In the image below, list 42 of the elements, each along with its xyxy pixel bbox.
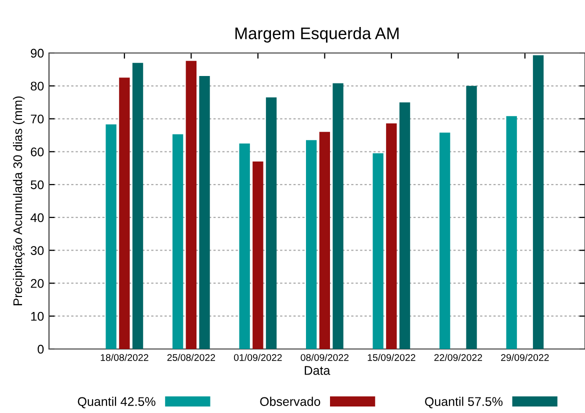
y-tick-label: 80: [30, 82, 44, 91]
x-tick-label: 08/09/2022: [300, 354, 349, 361]
bar: [372, 153, 384, 349]
y-tick-label: 20: [30, 279, 44, 288]
y-tick-label: 90: [30, 48, 44, 58]
y-tick-label: 30: [30, 246, 44, 255]
y-tick-label: 50: [30, 180, 44, 190]
bar: [186, 60, 197, 349]
bar: [386, 123, 397, 349]
x-axis-title: Data: [304, 366, 330, 375]
bar: [439, 132, 450, 349]
bar: [119, 78, 130, 349]
bar: [332, 83, 344, 349]
bar: [306, 140, 317, 349]
x-tick-label: 18/08/2022: [100, 354, 148, 361]
bar: [532, 55, 544, 349]
x-tick-label: 29/09/2022: [501, 354, 549, 361]
bar: [266, 97, 277, 349]
y-tick-label: 0: [38, 344, 44, 354]
bar: [132, 62, 144, 349]
x-tick-label: 25/08/2022: [167, 354, 216, 361]
chart-title: Margem Esquerda AM: [235, 27, 399, 43]
bar: [506, 116, 517, 349]
y-axis-title: Precipitação Acumulada 30 dias (mm): [12, 96, 25, 306]
y-tick-label: 10: [31, 312, 44, 321]
bar: [106, 124, 116, 349]
bar: [172, 134, 184, 349]
x-tick-label: 01/09/2022: [234, 354, 282, 361]
y-tick-label: 40: [30, 213, 44, 222]
legend-label: Quantil 42.5%: [78, 396, 156, 408]
bar: [466, 86, 477, 349]
x-tick-label: 22/09/2022: [434, 354, 482, 361]
bar: [199, 76, 210, 349]
legend-label: Quantil 57.5%: [425, 396, 503, 408]
bar: [239, 143, 250, 349]
bar: [252, 162, 264, 349]
bar: [319, 132, 330, 349]
bar: [399, 102, 410, 349]
y-tick-label: 70: [30, 114, 44, 124]
legend-label: Observado: [260, 396, 320, 406]
x-tick-label: 15/09/2022: [368, 354, 416, 361]
y-tick-label: 60: [30, 147, 44, 156]
